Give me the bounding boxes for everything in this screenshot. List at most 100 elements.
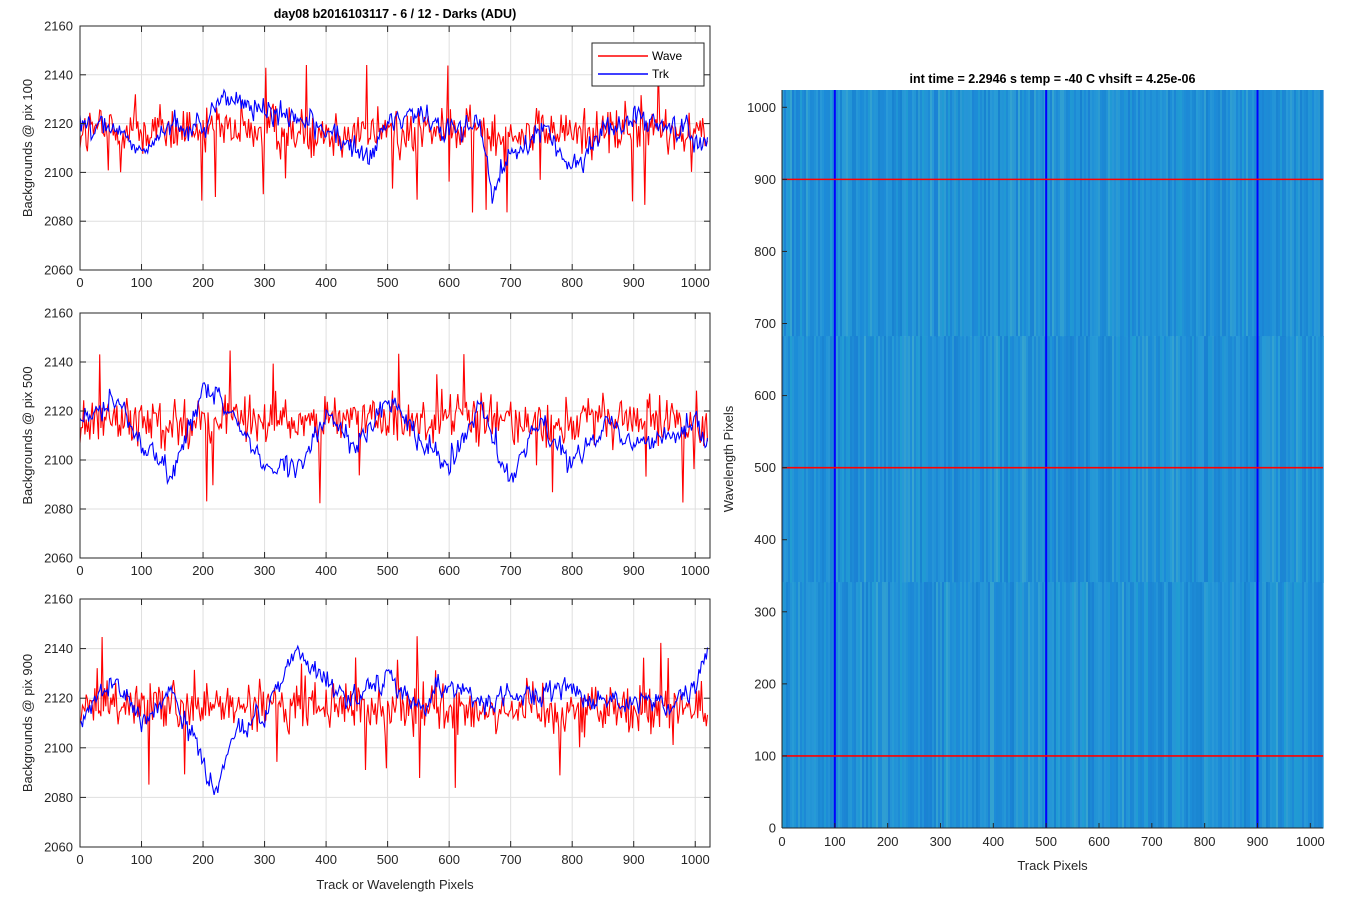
heatmap-cell-strip (1282, 582, 1284, 829)
heatmap-cell-strip (868, 582, 870, 829)
heatmap-cell-strip (960, 336, 962, 583)
heatmap-cell-strip (1030, 336, 1032, 583)
heatmap-cell-strip (910, 90, 912, 337)
heatmap-cell-strip (1152, 582, 1154, 829)
heatmap-cell-strip (924, 582, 926, 829)
heatmap-cell-strip (782, 582, 784, 829)
heatmap-cell-strip (1216, 90, 1218, 337)
heatmap-cell-strip (1234, 582, 1236, 829)
heatmap-cell-strip (882, 336, 884, 583)
heatmap-cell-strip (846, 90, 848, 337)
heatmap-cell-strip (1220, 336, 1222, 583)
heatmap-cell-strip (898, 336, 900, 583)
heatmap-cell-strip (1294, 582, 1296, 829)
heatmap-cell-strip (1242, 582, 1244, 829)
heatmap-cell-strip (1194, 90, 1196, 337)
heatmap-cell-strip (896, 90, 898, 337)
heatmap-cell-strip (860, 582, 862, 829)
x-tick-label: 800 (561, 563, 583, 578)
series-trk-line (80, 644, 709, 796)
heatmap-cell-strip (962, 90, 964, 337)
heatmap-cell-strip (878, 90, 880, 337)
heatmap-cell-strip (916, 582, 918, 829)
x-tick-label: 600 (438, 852, 460, 867)
heatmap-cell-strip (1174, 582, 1176, 829)
heatmap-cell-strip (978, 90, 980, 337)
heatmap-cell-strip (786, 90, 788, 337)
heatmap-cell-strip (1082, 336, 1084, 583)
heatmap-cell-strip (810, 336, 812, 583)
heatmap-cell-strip (1262, 336, 1264, 583)
heatmap-cell-strip (982, 90, 984, 337)
heatmap-cell-strip (1166, 90, 1168, 337)
heatmap-cell-strip (1048, 336, 1050, 583)
heatmap-cell-strip (850, 336, 852, 583)
heatmap-cell-strip (1040, 336, 1042, 583)
heatmap-cell-strip (906, 336, 908, 583)
heatmap-cell-strip (1194, 582, 1196, 829)
heatmap-cell-strip (1202, 336, 1204, 583)
heatmap-cell-strip (892, 336, 894, 583)
heatmap-cell-strip (1286, 336, 1288, 583)
heatmap-cell-strip (926, 90, 928, 337)
heatmap-cell-strip (1010, 90, 1012, 337)
x-tick-label: 100 (824, 834, 846, 849)
heatmap-cell-strip (1268, 90, 1270, 337)
plot-pix-500: 0 100 200 300 400 500 600 700 800 900 1000 2060 2080… (20, 306, 711, 578)
heatmap-cell-strip (864, 336, 866, 583)
heatmap-cell-strip (1192, 90, 1194, 337)
heatmap-cell-strip (1114, 90, 1116, 337)
heatmap-cell-strip (1224, 336, 1226, 583)
heatmap-cell-strip (1234, 336, 1236, 583)
heatmap-cell-strip (894, 90, 896, 337)
heatmap-cell-strip (1078, 582, 1080, 829)
x-tick-label: 200 (192, 852, 214, 867)
heatmap-cell-strip (984, 90, 986, 337)
heatmap-cell-strip (1320, 90, 1322, 337)
heatmap-cell-strip (1074, 582, 1076, 829)
heatmap-cell-strip (840, 336, 842, 583)
heatmap-cell-strip (860, 336, 862, 583)
heatmap-cell-strip (1190, 336, 1192, 583)
heatmap-cell-strip (1118, 90, 1120, 337)
heatmap-cell-strip (1276, 90, 1278, 337)
heatmap-cell-strip (1288, 336, 1290, 583)
heatmap-cell-strip (1250, 582, 1252, 829)
heatmap-cell-strip (966, 336, 968, 583)
heatmap-cell-strip (1266, 90, 1268, 337)
heatmap-cell-strip (1018, 582, 1020, 829)
heatmap-cell-strip (1112, 582, 1114, 829)
heatmap-cell-strip (932, 90, 934, 337)
heatmap-cell-strip (1200, 90, 1202, 337)
heatmap-cell-strip (1254, 336, 1256, 583)
heatmap-cell-strip (804, 582, 806, 829)
heatmap-cell-strip (1158, 90, 1160, 337)
y-tick-label: 800 (754, 244, 776, 259)
heatmap-cell-strip (1252, 336, 1254, 583)
heatmap-cell-strip (1302, 90, 1304, 337)
heatmap-cell-strip (1246, 582, 1248, 829)
heatmap-cell-strip (1316, 582, 1318, 829)
heatmap-cell-strip (868, 336, 870, 583)
y-tick-label: 700 (754, 316, 776, 331)
heatmap-cell-strip (1168, 582, 1170, 829)
heatmap-cell-strip (1068, 582, 1070, 829)
heatmap-cell-strip (1142, 336, 1144, 583)
heatmap-cell-strip (1080, 90, 1082, 337)
heatmap-cell-strip (786, 336, 788, 583)
heatmap-cell-strip (1232, 582, 1234, 829)
heatmap-cell-strip (1120, 90, 1122, 337)
heatmap-cell-strip (1008, 336, 1010, 583)
heatmap-cell-strip (1078, 336, 1080, 583)
heatmap-cell-strip (912, 336, 914, 583)
series-trk-line (80, 382, 709, 486)
heatmap-cell-strip (1032, 582, 1034, 829)
heatmap-cell-strip (1170, 336, 1172, 583)
heatmap-cell-strip (882, 582, 884, 829)
heatmap-cell-strip (1292, 90, 1294, 337)
heatmap-cell-strip (1022, 336, 1024, 583)
heatmap-cell-strip (900, 582, 902, 829)
heatmap-cell-strip (798, 90, 800, 337)
heatmap-cell-strip (798, 582, 800, 829)
heatmap-cell-strip (868, 90, 870, 337)
